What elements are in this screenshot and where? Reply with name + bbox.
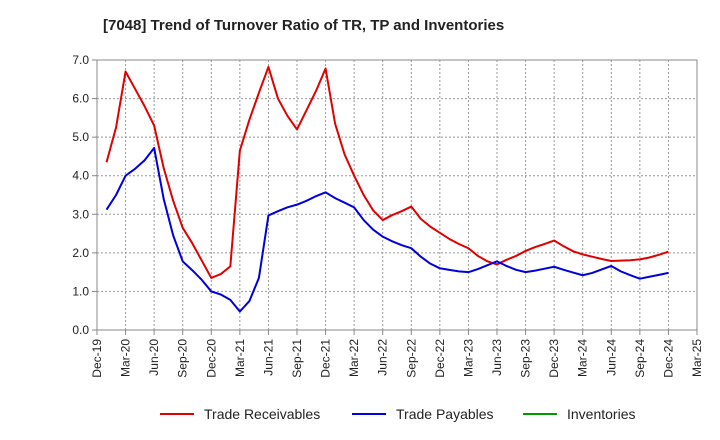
x-tick-label: Sep-24 [633,339,647,378]
y-tick-label: 5.0 [72,130,89,144]
y-axis: 0.0 1.0 2.0 3.0 4.0 5.0 6.0 7.0 [72,53,97,337]
x-tick-label: Sep-20 [176,339,190,378]
x-tick-label: Dec-19 [90,339,104,378]
x-tick-label: Mar-24 [576,339,590,377]
x-tick-label: Dec-22 [433,339,447,378]
y-tick-label: 3.0 [72,207,89,221]
x-tick-label: Mar-21 [233,339,247,377]
x-tick-label: Jun-23 [490,339,504,376]
x-tick-label: Sep-21 [290,339,304,378]
legend-label-inventories: Inventories [567,406,635,422]
x-axis: Dec-19 Mar-20 Jun-20 Sep-20 Dec-20 Mar-21 Jun-… [90,330,704,378]
legend-label-trade-payables: Trade Payables [396,406,494,422]
x-tick-label: Sep-23 [519,339,533,378]
x-tick-label: Mar-22 [347,339,361,377]
y-tick-label: 7.0 [72,53,89,67]
x-tick-label: Jun-24 [604,339,618,376]
series-line-trade-payables [105,146,669,313]
y-tick-label: 4.0 [72,169,89,183]
y-tick-label: 2.0 [72,246,89,260]
series-line-trade-receivables [105,65,669,279]
plot-area-border [96,59,698,331]
x-tick-label: Dec-20 [204,339,218,378]
x-tick-label: Jun-20 [147,339,161,376]
x-tick-label: Jun-22 [376,339,390,376]
y-tick-label: 6.0 [72,92,89,106]
legend-label-trade-receivables: Trade Receivables [204,406,320,422]
grid-lines [96,59,698,331]
x-tick-label: Dec-24 [661,339,675,378]
x-tick-label: Sep-22 [404,339,418,378]
x-tick-label: Dec-21 [319,339,333,378]
x-tick-label: Mar-23 [461,339,475,377]
legend: Trade Receivables Trade Payables Inventori… [160,406,635,422]
x-tick-label: Mar-20 [119,339,133,377]
x-tick-label: Jun-21 [261,339,275,376]
x-tick-label: Dec-23 [547,339,561,378]
x-tick-label: Mar-25 [690,339,704,377]
series-lines [105,65,669,313]
y-tick-label: 0.0 [72,323,89,337]
chart-title: [7048] Trend of Turnover Ratio of TR, TP… [103,17,504,34]
y-tick-label: 1.0 [72,284,89,298]
